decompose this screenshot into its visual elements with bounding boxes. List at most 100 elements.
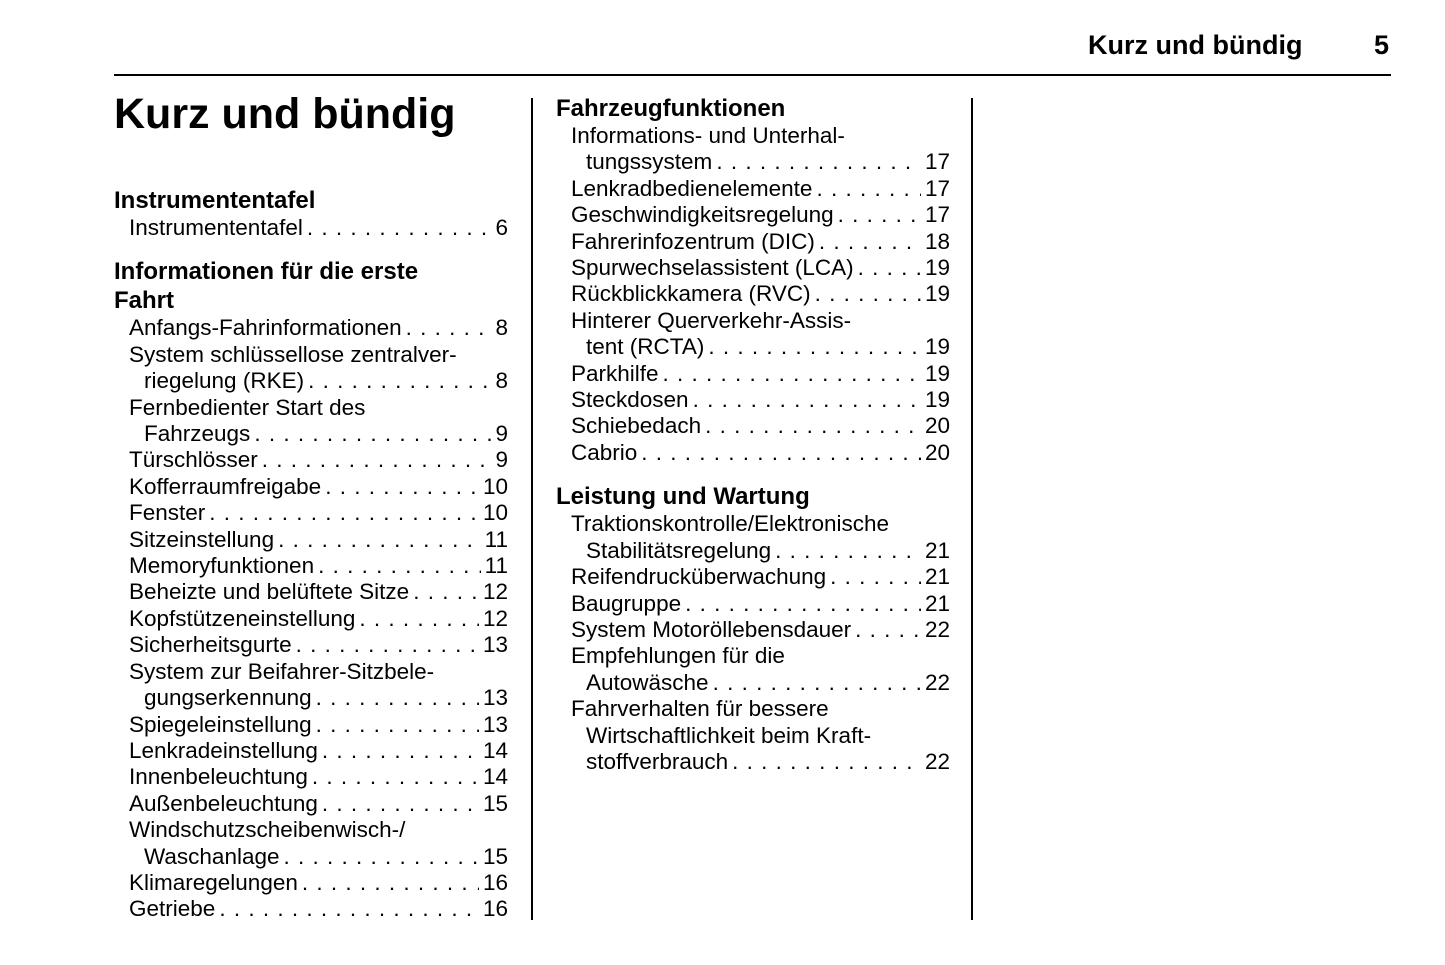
toc-entry[interactable]: Reifendrucküberwachung 21 bbox=[556, 564, 950, 590]
toc-entry[interactable]: Kopfstützeneinstellung 12 bbox=[114, 606, 508, 632]
toc-page-number[interactable]: 19 bbox=[924, 360, 950, 386]
toc-entry[interactable]: Klimaregelungen 16 bbox=[114, 870, 508, 896]
toc-page-number[interactable]: 14 bbox=[482, 737, 508, 763]
header-rule bbox=[114, 74, 1391, 76]
toc-page-number[interactable]: 10 bbox=[482, 473, 508, 499]
toc-entry[interactable]: Lenkradeinstellung 14 bbox=[114, 738, 508, 764]
toc-entry[interactable]: Fahrverhalten für bessere Wirtschaftlichk… bbox=[556, 696, 950, 775]
toc-page-number[interactable]: 9 bbox=[495, 421, 508, 447]
toc-page-number[interactable]: 6 bbox=[495, 215, 508, 240]
toc-page-number[interactable]: 11 bbox=[484, 526, 508, 552]
toc-entry[interactable]: Kofferraumfreigabe 10 bbox=[114, 474, 508, 500]
toc-entry-line: Klimaregelungen 16 bbox=[114, 870, 508, 896]
toc-entry[interactable]: Schiebedach 20 bbox=[556, 413, 950, 439]
toc-entry[interactable]: Sicherheitsgurte 13 bbox=[114, 632, 508, 658]
toc-entry[interactable]: Windschutzscheibenwisch-/Waschanlage 15 bbox=[114, 817, 508, 870]
toc-entry[interactable]: Sitzeinstellung 11 bbox=[114, 527, 508, 553]
toc-page-number[interactable]: 13 bbox=[482, 711, 508, 737]
toc-entry[interactable]: Beheizte und belüftete Sitze 12 bbox=[114, 579, 508, 605]
toc-entry[interactable]: Türschlösser 9 bbox=[114, 447, 508, 473]
dot-leader bbox=[308, 368, 491, 394]
toc-entry[interactable]: Hinterer Querverkehr-Assis-tent (RCTA) 19 bbox=[556, 308, 950, 361]
toc-entry[interactable]: Getriebe 16 bbox=[114, 896, 508, 922]
dot-leader bbox=[322, 738, 479, 764]
dot-leader bbox=[713, 670, 921, 696]
toc-entry[interactable]: Steckdosen 19 bbox=[556, 387, 950, 413]
toc-page-number[interactable]: 22 bbox=[924, 616, 950, 642]
toc-entry-text: Autowäsche bbox=[586, 669, 709, 695]
toc-entry[interactable]: Parkhilfe 19 bbox=[556, 361, 950, 387]
toc-entry-text: System Motoröllebensdauer bbox=[571, 616, 852, 642]
toc-entry[interactable]: Instrumententafel 6 bbox=[114, 215, 508, 241]
toc-entry-line: Baugruppe 21 bbox=[556, 591, 950, 617]
toc-entry[interactable]: Memoryfunktionen 11 bbox=[114, 553, 508, 579]
toc-page-number[interactable]: 19 bbox=[924, 387, 950, 413]
dot-leader bbox=[312, 764, 479, 790]
toc-entry[interactable]: System schlüssellose zentralver-riegelun… bbox=[114, 342, 508, 395]
toc-entry[interactable]: Informations- und Unterhal-tungssystem 17 bbox=[556, 123, 950, 176]
toc-entry[interactable]: Innenbeleuchtung 14 bbox=[114, 764, 508, 790]
toc-entry[interactable]: Cabrio 20 bbox=[556, 440, 950, 466]
toc-entry-line: Steckdosen 19 bbox=[556, 387, 950, 413]
toc-entry-line: Getriebe 16 bbox=[114, 896, 508, 922]
toc-page-number[interactable]: 12 bbox=[482, 579, 508, 605]
toc-page-number[interactable]: 21 bbox=[924, 537, 950, 563]
toc-page-number[interactable]: 15 bbox=[482, 790, 508, 816]
toc-page-number[interactable]: 17 bbox=[924, 202, 950, 228]
toc-entry[interactable]: System Motoröllebensdauer 22 bbox=[556, 617, 950, 643]
toc-page-number[interactable]: 8 bbox=[495, 315, 508, 341]
toc-page-number[interactable]: 16 bbox=[482, 869, 508, 895]
toc-entry[interactable]: Außenbeleuchtung 15 bbox=[114, 791, 508, 817]
toc-entry[interactable]: Geschwindigkeitsregelung 17 bbox=[556, 202, 950, 228]
toc-page-number[interactable]: 16 bbox=[482, 896, 508, 922]
toc-page-number[interactable]: 14 bbox=[482, 764, 508, 790]
dot-leader bbox=[219, 896, 479, 922]
toc-entry[interactable]: Spurwechselassistent (LCA) 19 bbox=[556, 255, 950, 281]
dot-leader bbox=[663, 361, 921, 387]
toc-page-number[interactable]: 19 bbox=[924, 334, 950, 360]
toc-entry-line: stoffverbrauch 22 bbox=[556, 749, 950, 775]
toc-page-number[interactable]: 11 bbox=[484, 553, 508, 579]
toc-page-number[interactable]: 21 bbox=[924, 590, 950, 616]
toc-entry[interactable]: Baugruppe 21 bbox=[556, 591, 950, 617]
toc-entry[interactable]: Fahrerinfozentrum (DIC) 18 bbox=[556, 229, 950, 255]
toc-entry[interactable]: Spiegeleinstellung 13 bbox=[114, 712, 508, 738]
toc-entry[interactable]: Rückblickkamera (RVC) 19 bbox=[556, 281, 950, 307]
toc-entry-text: Rückblickkamera (RVC) bbox=[571, 281, 811, 307]
toc-page-number[interactable]: 13 bbox=[482, 632, 508, 658]
toc-page-number[interactable]: 22 bbox=[924, 748, 950, 774]
toc-page-number[interactable]: 17 bbox=[924, 149, 950, 175]
toc-page-number[interactable]: 21 bbox=[924, 564, 950, 590]
dot-leader bbox=[413, 579, 479, 605]
toc-entry-line: tungssystem 17 bbox=[556, 149, 950, 175]
toc-page-number[interactable]: 17 bbox=[924, 175, 950, 201]
toc-entry-line: tent (RCTA) 19 bbox=[556, 334, 950, 360]
toc-page-number[interactable]: 20 bbox=[924, 413, 950, 439]
toc-entry-text: Kopfstützeneinstellung bbox=[129, 605, 356, 631]
toc-entry[interactable]: System zur Beifahrer-Sitzbele-gungserken… bbox=[114, 659, 508, 712]
toc-entry[interactable]: Traktionskontrolle/Elektronische Stabilit… bbox=[556, 511, 950, 564]
toc-page-number[interactable]: 8 bbox=[495, 368, 508, 394]
dot-leader bbox=[858, 255, 921, 281]
toc-entry[interactable]: Anfangs-Fahrinformationen 8 bbox=[114, 315, 508, 341]
toc-entry-line: System schlüssellose zentralver- bbox=[129, 341, 457, 367]
toc-entry[interactable]: Fenster 10 bbox=[114, 500, 508, 526]
toc-entry[interactable]: Lenkradbedienelemente 17 bbox=[556, 176, 950, 202]
toc-entry-text: Schiebedach bbox=[571, 413, 702, 439]
toc-entry-text: Memoryfunktionen bbox=[129, 553, 315, 579]
toc-page-number[interactable]: 12 bbox=[482, 605, 508, 631]
toc-page-number[interactable]: 19 bbox=[924, 255, 950, 281]
toc-entry-line: Türschlösser 9 bbox=[114, 447, 508, 473]
toc-page-number[interactable]: 19 bbox=[924, 281, 950, 307]
toc-page-number[interactable]: 15 bbox=[482, 843, 508, 869]
toc-entry-text: Sitzeinstellung bbox=[129, 526, 275, 552]
toc-page-number[interactable]: 22 bbox=[924, 669, 950, 695]
toc-page-number[interactable]: 20 bbox=[924, 439, 950, 465]
toc-page-number[interactable]: 9 bbox=[495, 447, 508, 473]
toc-page-number[interactable]: 13 bbox=[482, 685, 508, 711]
toc-page-number[interactable]: 10 bbox=[482, 500, 508, 526]
toc-page-number[interactable]: 18 bbox=[924, 228, 950, 254]
